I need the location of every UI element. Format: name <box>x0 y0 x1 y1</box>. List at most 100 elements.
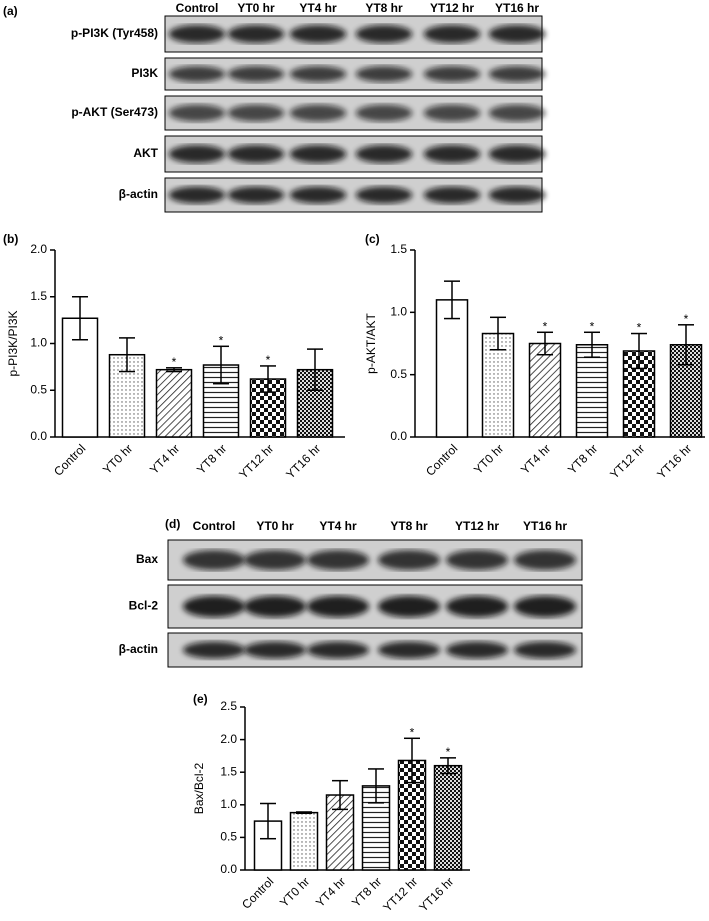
y-axis-label: Bax/Bcl-2 <box>192 763 206 815</box>
x-tick-label: YT4 hr <box>147 441 182 476</box>
bar <box>528 342 562 438</box>
blot-band <box>513 595 577 618</box>
error-bar <box>404 737 420 784</box>
x-tick-label: Control <box>239 874 276 911</box>
lane-label: YT4 hr <box>299 1 337 15</box>
error-bar <box>72 296 88 341</box>
y-tick-label: 2.5 <box>220 699 237 713</box>
blot-band <box>488 104 546 122</box>
blot-band <box>227 145 285 163</box>
error-bar <box>332 779 348 811</box>
error-bar <box>444 280 460 320</box>
x-tick-label: YT12 hr <box>607 441 647 481</box>
blot-band <box>289 104 347 122</box>
blot-band <box>306 641 370 659</box>
lane-label: YT4 hr <box>319 519 357 533</box>
x-tick-label: YT8 hr <box>194 441 229 476</box>
error-bar <box>537 331 553 356</box>
blot-band <box>227 104 285 122</box>
significance-marker: * <box>410 725 415 739</box>
lane-label: YT12 hr <box>430 1 474 15</box>
x-tick-label: YT8 hr <box>565 441 600 476</box>
x-tick-label: Control <box>51 441 88 478</box>
blot-band <box>377 641 441 659</box>
significance-marker: * <box>219 333 224 347</box>
error-bar <box>440 757 456 775</box>
blot-band <box>243 595 307 618</box>
row-label: PI3K <box>131 66 158 80</box>
bar <box>575 343 609 438</box>
x-tick-label: YT12 hr <box>380 874 420 914</box>
error-bar <box>631 332 647 370</box>
blot-band <box>513 550 577 570</box>
blot-band <box>306 550 370 570</box>
x-tick-label: YT16 hr <box>283 441 323 481</box>
blot-band <box>355 145 413 163</box>
blot-band <box>355 104 413 122</box>
lane-label: YT0 hr <box>256 519 294 533</box>
blot-band <box>445 595 509 618</box>
error-bar <box>213 345 229 385</box>
row-label: β-actin <box>119 642 158 656</box>
y-tick-label: 1.0 <box>220 797 237 811</box>
blot-band <box>377 595 441 618</box>
error-bar <box>296 811 312 815</box>
row-label: β-actin <box>119 187 158 201</box>
panel-label: (a) <box>3 4 18 18</box>
x-tick-label: YT0 hr <box>277 874 312 909</box>
error-bar <box>260 802 276 840</box>
x-tick-label: YT16 hr <box>654 441 694 481</box>
blot-band <box>445 550 509 570</box>
blot-band <box>289 25 347 43</box>
blot-band <box>488 25 546 43</box>
y-tick-label: 1.0 <box>390 305 407 319</box>
y-tick-label: 2.0 <box>30 242 47 256</box>
bar <box>108 353 146 438</box>
blot-band <box>488 145 546 163</box>
y-tick-label: 1.5 <box>30 289 47 303</box>
blot-band <box>423 186 481 204</box>
blot-band <box>445 641 509 659</box>
error-bar <box>678 324 694 366</box>
lane-label: YT12 hr <box>455 519 499 533</box>
blot-band <box>355 186 413 204</box>
error-bar <box>166 367 182 373</box>
lane-label: YT0 hr <box>237 1 275 15</box>
blot-band <box>423 25 481 43</box>
blot-band <box>168 186 226 204</box>
error-bar <box>490 316 506 351</box>
x-tick-label: YT12 hr <box>236 441 276 481</box>
blot-band <box>168 25 226 43</box>
blot-band <box>423 104 481 122</box>
blot-band <box>168 66 226 82</box>
blot-band <box>355 66 413 82</box>
blot-band <box>289 145 347 163</box>
blot-band <box>182 550 246 570</box>
error-bar <box>260 365 276 393</box>
lane-label: YT8 hr <box>365 1 403 15</box>
blot-band <box>168 104 226 122</box>
bar <box>481 332 515 438</box>
y-tick-label: 0.5 <box>220 830 237 844</box>
error-bar <box>368 768 384 804</box>
blot-band <box>227 66 285 82</box>
blot-band <box>306 595 370 618</box>
x-tick-label: Control <box>423 441 460 478</box>
panel-label: (e) <box>193 692 208 706</box>
panel-label: (b) <box>3 232 18 246</box>
blot-band <box>168 145 226 163</box>
y-tick-label: 2.0 <box>220 732 237 746</box>
bar <box>155 368 193 438</box>
blot-band <box>227 25 285 43</box>
lane-label: YT16 hr <box>495 1 539 15</box>
lane-label: Control <box>193 519 236 533</box>
blot-band <box>289 186 347 204</box>
error-bar <box>307 348 323 391</box>
row-label: p-PI3K (Tyr458) <box>71 26 158 40</box>
y-tick-label: 0.0 <box>390 429 407 443</box>
x-tick-label: YT4 hr <box>518 441 553 476</box>
x-tick-label: YT16 hr <box>416 874 456 914</box>
y-tick-label: 1.5 <box>220 764 237 778</box>
lane-label: YT16 hr <box>523 519 567 533</box>
